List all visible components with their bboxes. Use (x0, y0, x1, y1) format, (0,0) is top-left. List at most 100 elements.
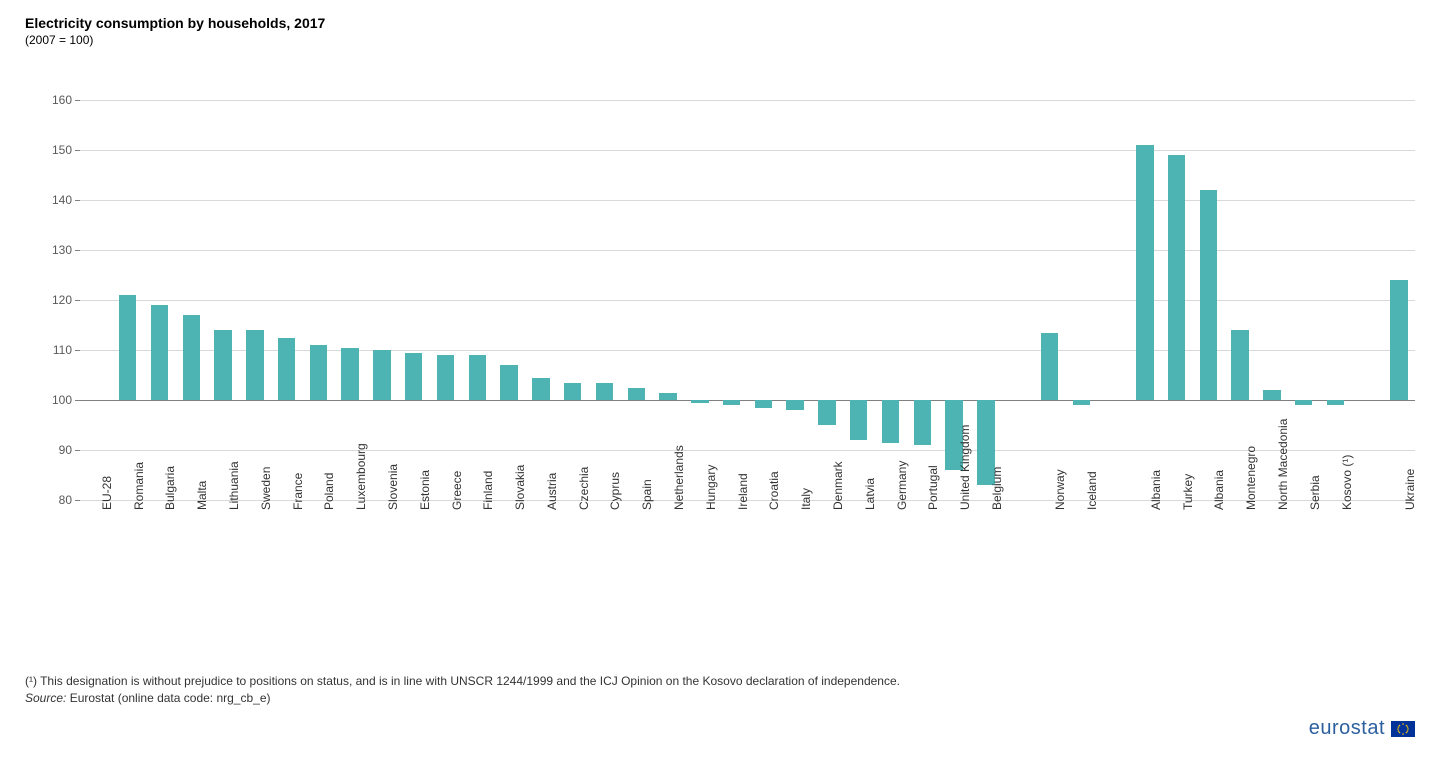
bar (532, 378, 549, 401)
x-axis-label: Estonia (418, 470, 432, 510)
bar (1136, 145, 1153, 400)
x-axis-label: Montenegro (1244, 446, 1258, 510)
y-tick-mark (75, 350, 80, 351)
x-axis-label: Luxembourg (354, 443, 368, 510)
x-axis-label: Albania (1212, 470, 1226, 510)
x-axis-label: Sweden (259, 467, 273, 510)
x-axis-label: Netherlands (672, 445, 686, 510)
bar (659, 393, 676, 401)
y-tick-mark (75, 200, 80, 201)
bar (1263, 390, 1280, 400)
chart-subtitle: (2007 = 100) (25, 33, 1415, 47)
bar (405, 353, 422, 401)
bar (1168, 155, 1185, 400)
x-axis-label: Romania (132, 462, 146, 510)
y-tick-mark (75, 150, 80, 151)
plot-area: 8090100110120130140150160EU-28RomaniaBul… (80, 100, 1415, 500)
x-axis-label: Spain (640, 479, 654, 510)
chart-area: 80 90 100 110 120 130 140 150 160 EU-28 Romania Bul… (25, 60, 1415, 620)
x-axis-label: North Macedonia (1276, 419, 1290, 510)
y-tick-label: 140 (32, 193, 72, 207)
x-axis-label: Norway (1053, 469, 1067, 510)
y-tick-mark (75, 300, 80, 301)
x-axis-label: Latvia (863, 478, 877, 510)
bar (1200, 190, 1217, 400)
source-line: Source: Eurostat (online data code: nrg_… (25, 690, 900, 707)
y-tick-label: 120 (32, 293, 72, 307)
gridline (80, 100, 1415, 101)
y-tick-label: 110 (32, 343, 72, 357)
source-label: Source: (25, 691, 66, 705)
bar (469, 355, 486, 400)
bar (564, 383, 581, 401)
bar (119, 295, 136, 400)
x-axis-label: Finland (481, 471, 495, 510)
x-axis-label: Serbia (1308, 475, 1322, 510)
x-axis-label: Denmark (831, 461, 845, 510)
y-tick-mark (75, 450, 80, 451)
bar (1073, 400, 1090, 405)
x-axis-label: EU-28 (100, 476, 114, 510)
bar (914, 400, 931, 445)
footnotes: (¹) This designation is without prejudic… (25, 673, 900, 707)
x-axis-label: Kosovo (¹) (1340, 455, 1354, 510)
bar (755, 400, 772, 408)
bar (786, 400, 803, 410)
x-axis-label: Austria (545, 473, 559, 510)
eurostat-logo: eurostat (1309, 717, 1415, 740)
y-tick-mark (75, 250, 80, 251)
bar (278, 338, 295, 401)
x-axis-label: Albania (1149, 470, 1163, 510)
bar (1327, 400, 1344, 405)
x-axis-label: Ukraine (1403, 469, 1417, 510)
bar (850, 400, 867, 440)
bar (500, 365, 517, 400)
x-axis-label: Slovakia (513, 465, 527, 510)
x-axis-label: Malta (195, 481, 209, 510)
x-axis-label: Italy (799, 488, 813, 510)
bar (691, 400, 708, 403)
x-axis-label: Ireland (736, 473, 750, 510)
bar (1041, 333, 1058, 401)
y-tick-label: 160 (32, 93, 72, 107)
bar (214, 330, 231, 400)
eu-flag-icon (1391, 721, 1415, 737)
gridline (80, 450, 1415, 451)
x-axis-label: Hungary (704, 465, 718, 510)
y-tick-label: 80 (32, 493, 72, 507)
x-axis-label: Slovenia (386, 464, 400, 510)
bar (882, 400, 899, 443)
x-axis-label: Germany (895, 461, 909, 510)
bar (437, 355, 454, 400)
y-tick-mark (75, 400, 80, 401)
y-tick-label: 100 (32, 393, 72, 407)
x-axis-label: Croatia (767, 471, 781, 510)
x-axis-label: Lithuania (227, 461, 241, 510)
bar (151, 305, 168, 400)
x-axis-label: Portugal (926, 465, 940, 510)
x-axis-label: Greece (450, 471, 464, 510)
x-axis-label: United Kingdom (958, 425, 972, 510)
bar (373, 350, 390, 400)
gridline (80, 150, 1415, 151)
x-axis-label: Bulgaria (163, 466, 177, 510)
y-tick-mark (75, 100, 80, 101)
x-axis-label: France (291, 473, 305, 510)
y-tick-mark (75, 500, 80, 501)
y-tick-label: 150 (32, 143, 72, 157)
bar (1295, 400, 1312, 405)
chart-container: Electricity consumption by households, 2… (0, 0, 1440, 762)
chart-title: Electricity consumption by households, 2… (25, 15, 1415, 31)
x-axis-label: Poland (322, 473, 336, 510)
bar (310, 345, 327, 400)
bar (341, 348, 358, 401)
bar (596, 383, 613, 401)
bar (1390, 280, 1407, 400)
x-axis-label: Iceland (1085, 471, 1099, 510)
x-axis-label: Turkey (1181, 474, 1195, 510)
y-tick-label: 130 (32, 243, 72, 257)
x-axis-label: Belgium (990, 467, 1004, 510)
y-tick-label: 90 (32, 443, 72, 457)
x-axis-label: Czechia (577, 467, 591, 510)
x-axis-label: Cyprus (608, 472, 622, 510)
